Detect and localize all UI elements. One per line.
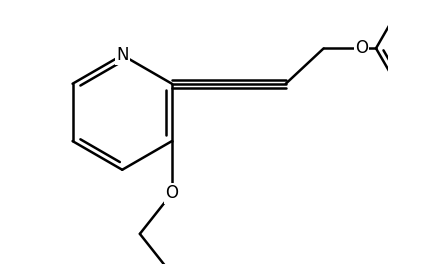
Text: O: O	[166, 184, 178, 202]
Text: N: N	[116, 46, 129, 64]
Text: O: O	[355, 39, 368, 57]
